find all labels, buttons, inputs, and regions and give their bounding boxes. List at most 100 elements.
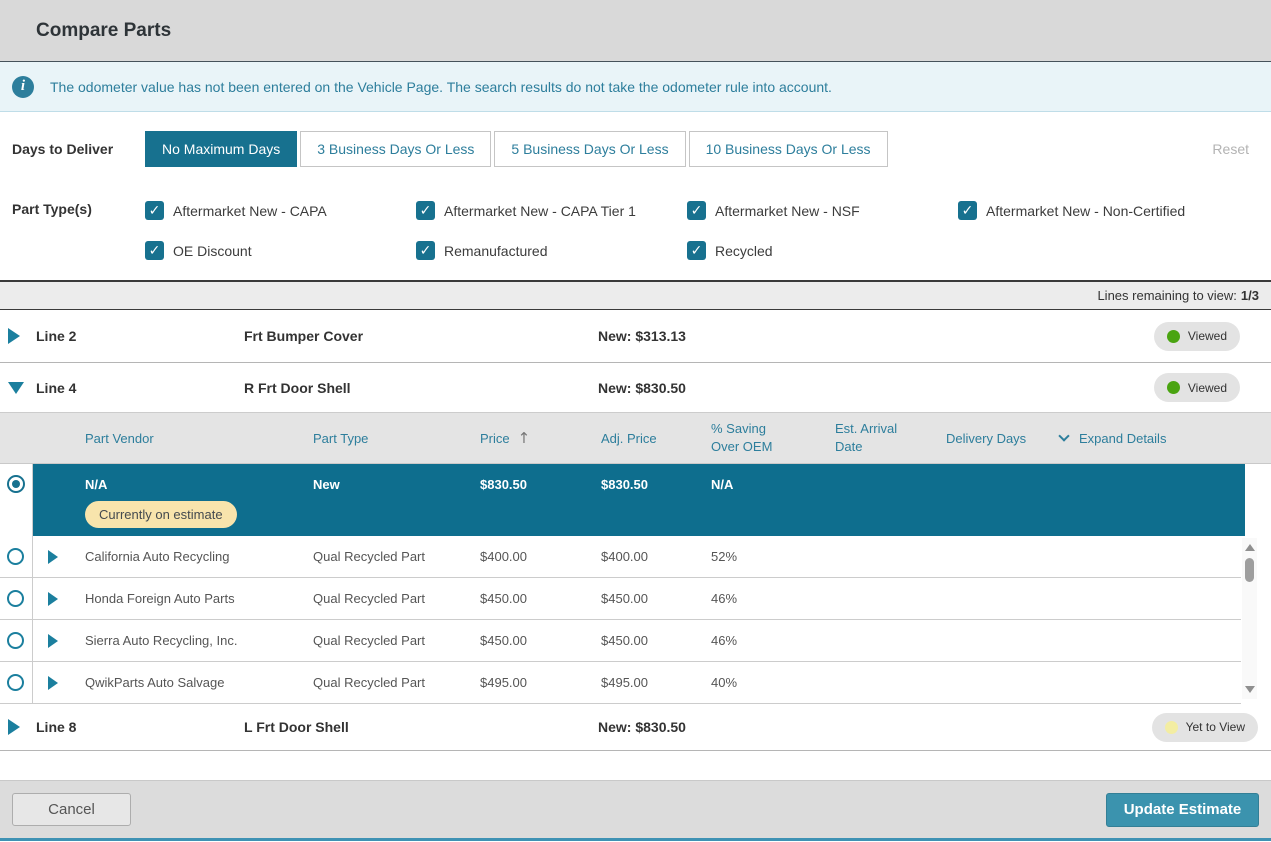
- radio-button[interactable]: [7, 674, 24, 691]
- checkbox-aftermarket-nsf[interactable]: ✓ Aftermarket New - NSF: [687, 201, 958, 220]
- line-price: New: $830.50: [598, 379, 686, 396]
- expand-row-button[interactable]: [33, 549, 85, 564]
- vendor-rows-container: California Auto Recycling Qual Recycled …: [0, 536, 1271, 704]
- part-type: Qual Recycled Part: [313, 675, 425, 690]
- info-icon: i: [12, 75, 34, 98]
- checkbox-aftermarket-capa[interactable]: ✓ Aftermarket New - CAPA: [145, 201, 416, 220]
- checkbox-checked-icon[interactable]: ✓: [958, 201, 977, 220]
- triangle-right-icon: [8, 719, 20, 735]
- checkbox-checked-icon[interactable]: ✓: [687, 241, 706, 260]
- scrollbar-thumb[interactable]: [1245, 558, 1254, 582]
- column-header-adj-price: Adj. Price: [601, 430, 657, 446]
- column-header-delivery-days: Delivery Days: [946, 430, 1027, 446]
- column-header-part-vendor: Part Vendor: [85, 430, 154, 446]
- window-bottom-edge: [0, 838, 1271, 841]
- selected-part-type: New: [313, 477, 340, 492]
- column-header-price[interactable]: Price ↑: [480, 429, 531, 447]
- yet-to-view-dot-icon: [1164, 720, 1178, 734]
- triangle-right-icon: [48, 591, 58, 606]
- days-option-3-business[interactable]: 3 Business Days Or Less: [300, 131, 492, 167]
- line-row-2: Line 2 Frt Bumper Cover New: $313.13 Vie…: [0, 310, 1271, 363]
- line-part-name: R Frt Door Shell: [244, 379, 351, 396]
- line-id: Line 8: [36, 719, 77, 735]
- expand-line-8-button[interactable]: [0, 719, 36, 735]
- column-header-saving-over-oem: % Saving Over OEM: [711, 421, 773, 454]
- line-price: New: $313.13: [598, 328, 686, 344]
- expand-row-button[interactable]: [33, 633, 85, 648]
- checkbox-remanufactured[interactable]: ✓ Remanufactured: [416, 241, 687, 260]
- checkbox-oe-discount[interactable]: ✓ OE Discount: [145, 241, 416, 260]
- price: $450.00: [480, 591, 527, 606]
- expand-line-2-button[interactable]: [0, 328, 36, 344]
- adj-price: $450.00: [601, 591, 648, 606]
- part-type: Qual Recycled Part: [313, 633, 425, 648]
- vertical-scrollbar[interactable]: [1242, 538, 1257, 699]
- days-option-no-maximum[interactable]: No Maximum Days: [145, 131, 298, 167]
- collapse-line-4-button[interactable]: [0, 381, 36, 394]
- checkbox-checked-icon[interactable]: ✓: [416, 241, 435, 260]
- price: $495.00: [480, 675, 527, 690]
- checkbox-checked-icon[interactable]: ✓: [145, 241, 164, 260]
- odometer-info-banner: i The odometer value has not been entere…: [0, 62, 1271, 112]
- parts-table-header: Part Vendor Part Type Price ↑ Adj. Price…: [0, 413, 1271, 464]
- vendor-name: California Auto Recycling: [85, 549, 230, 564]
- selected-part-row[interactable]: N/A Currently on estimate New $830.50 $8…: [0, 464, 1245, 536]
- lines-remaining-value: 1/3: [1240, 288, 1259, 303]
- update-estimate-button[interactable]: Update Estimate: [1106, 792, 1259, 827]
- checkbox-aftermarket-non-certified[interactable]: ✓ Aftermarket New - Non-Certified: [958, 201, 1229, 220]
- price: $400.00: [480, 549, 527, 564]
- radio-button[interactable]: [7, 590, 24, 607]
- selected-adj-price: $830.50: [601, 477, 648, 492]
- saving-percent: 40%: [711, 675, 738, 690]
- status-badge: Viewed: [1153, 373, 1240, 402]
- line-row-8: Line 8 L Frt Door Shell New: $830.50 Yet…: [0, 704, 1271, 751]
- vendor-row-sierra[interactable]: Sierra Auto Recycling, Inc. Qual Recycle…: [0, 620, 1241, 662]
- expand-row-button[interactable]: [33, 591, 85, 606]
- part-type: Qual Recycled Part: [313, 591, 425, 606]
- triangle-right-icon: [8, 328, 20, 344]
- viewed-dot-icon: [1166, 329, 1180, 343]
- checkbox-checked-icon[interactable]: ✓: [416, 201, 435, 220]
- filters-section: Days to Deliver No Maximum Days 3 Busine…: [0, 112, 1271, 280]
- page-title: Compare Parts: [36, 19, 172, 41]
- radio-button[interactable]: [7, 548, 24, 565]
- vendor-row-california[interactable]: California Auto Recycling Qual Recycled …: [0, 536, 1241, 578]
- selected-price: $830.50: [480, 477, 527, 492]
- lines-remaining-label: Lines remaining to view:: [1097, 288, 1237, 303]
- dialog-header: Compare Parts: [0, 0, 1271, 62]
- status-badge: Yet to View: [1151, 712, 1258, 742]
- scroll-up-icon[interactable]: [1245, 544, 1255, 551]
- spacer: [0, 751, 1271, 780]
- days-to-deliver-row: Days to Deliver No Maximum Days 3 Busine…: [12, 131, 1271, 167]
- line-price: New: $830.50: [598, 719, 686, 735]
- cancel-button[interactable]: Cancel: [12, 793, 131, 826]
- expand-row-button[interactable]: [33, 675, 85, 690]
- selected-vendor-cell: N/A Currently on estimate: [85, 464, 313, 536]
- checkbox-checked-icon[interactable]: ✓: [145, 201, 164, 220]
- adj-price: $450.00: [601, 633, 648, 648]
- line-part-name: Frt Bumper Cover: [244, 328, 364, 344]
- reset-filters-link[interactable]: Reset: [1212, 141, 1249, 157]
- scroll-down-icon[interactable]: [1245, 686, 1255, 693]
- radio-button-selected[interactable]: [7, 475, 25, 493]
- saving-percent: 46%: [711, 591, 738, 606]
- info-banner-text: The odometer value has not been entered …: [50, 78, 832, 95]
- vendor-name: Honda Foreign Auto Parts: [85, 591, 235, 606]
- triangle-down-icon: [8, 381, 24, 394]
- vendor-row-honda[interactable]: Honda Foreign Auto Parts Qual Recycled P…: [0, 578, 1241, 620]
- expand-details-control[interactable]: Expand Details: [1045, 430, 1271, 446]
- checkbox-aftermarket-capa-tier1[interactable]: ✓ Aftermarket New - CAPA Tier 1: [416, 201, 687, 220]
- chevron-down-icon: [1058, 430, 1070, 442]
- sort-ascending-icon: ↑: [517, 429, 531, 447]
- checkbox-recycled[interactable]: ✓ Recycled: [687, 241, 958, 260]
- checkbox-checked-icon[interactable]: ✓: [687, 201, 706, 220]
- saving-percent: 46%: [711, 633, 738, 648]
- days-option-10-business[interactable]: 10 Business Days Or Less: [688, 131, 888, 167]
- radio-button[interactable]: [7, 632, 24, 649]
- vendor-row-qwikparts[interactable]: QwikParts Auto Salvage Qual Recycled Par…: [0, 662, 1241, 704]
- part-types-row: Part Type(s) ✓ Aftermarket New - CAPA ✓ …: [12, 201, 1271, 260]
- part-type: Qual Recycled Part: [313, 549, 425, 564]
- column-header-part-type: Part Type: [313, 430, 369, 446]
- radio-cell: [0, 464, 33, 536]
- days-option-5-business[interactable]: 5 Business Days Or Less: [494, 131, 686, 167]
